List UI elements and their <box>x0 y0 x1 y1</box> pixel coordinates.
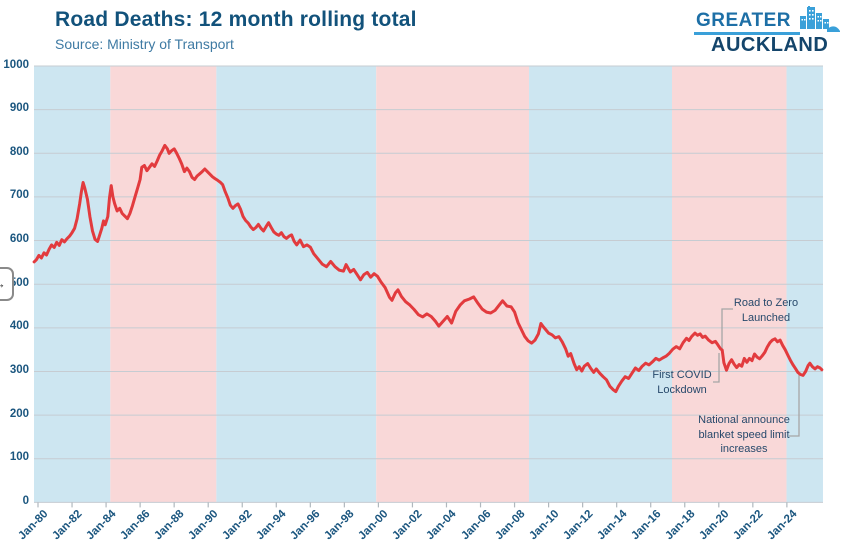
y-axis-label: 700 <box>9 189 29 202</box>
y-axis-label: 300 <box>9 363 29 376</box>
city-skyline-icon <box>800 6 840 32</box>
annotation-road-to-zero: Road to Zero Launched <box>733 297 799 324</box>
edge-arrow-button[interactable]: → <box>0 267 14 301</box>
page-title: Road Deaths: 12 month rolling total <box>55 8 417 31</box>
road-deaths-line <box>32 143 824 394</box>
y-axis-label: 200 <box>9 407 29 420</box>
annotation-connector <box>789 374 800 437</box>
annotation-connector <box>713 353 720 383</box>
gridlines <box>34 65 823 503</box>
y-axis-label: 900 <box>9 102 29 115</box>
y-axis-label: 400 <box>9 320 29 333</box>
y-axis-label: 1000 <box>3 58 29 71</box>
logo-text-greater: GREATER <box>696 10 791 31</box>
annotation-connectors <box>713 308 800 437</box>
y-axis-label: 500 <box>9 276 29 289</box>
source-caption: Source: Ministry of Transport <box>55 36 234 52</box>
y-axis-label: 0 <box>22 494 29 507</box>
series-line <box>32 143 824 394</box>
y-axis-label: 100 <box>9 451 29 464</box>
y-axis-label: 600 <box>9 233 29 246</box>
axis-tick-marks <box>37 502 788 508</box>
logo-text-auckland: AUCKLAND <box>711 34 829 56</box>
logo-underline <box>694 32 800 35</box>
greater-auckland-logo: GREATER AUCKLAND <box>678 6 840 56</box>
annotation-first-covid-lockdown: First COVID Lockdown <box>652 369 712 396</box>
annotation-speed-limit-increases: National announce blanket speed limit in… <box>698 414 790 456</box>
y-axis-label: 800 <box>9 145 29 158</box>
annotation-connector <box>721 308 733 350</box>
